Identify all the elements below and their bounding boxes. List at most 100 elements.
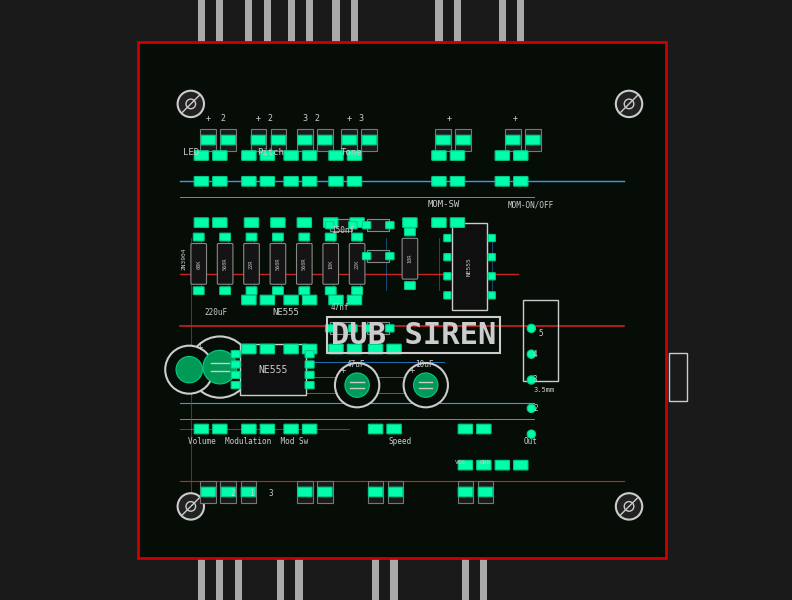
Bar <box>330 219 352 231</box>
FancyBboxPatch shape <box>221 487 235 497</box>
FancyBboxPatch shape <box>477 424 491 434</box>
FancyBboxPatch shape <box>513 176 528 186</box>
Circle shape <box>404 363 448 407</box>
FancyBboxPatch shape <box>329 151 343 160</box>
FancyBboxPatch shape <box>432 218 446 227</box>
Text: +: + <box>339 366 346 375</box>
Text: +: + <box>513 114 518 123</box>
FancyBboxPatch shape <box>386 221 394 229</box>
FancyBboxPatch shape <box>495 151 509 160</box>
Bar <box>454 0 461 42</box>
FancyBboxPatch shape <box>231 371 240 379</box>
FancyBboxPatch shape <box>270 244 286 284</box>
FancyBboxPatch shape <box>246 233 257 241</box>
FancyBboxPatch shape <box>242 176 256 186</box>
Text: 47nf: 47nf <box>331 303 349 312</box>
FancyBboxPatch shape <box>284 176 299 186</box>
FancyBboxPatch shape <box>318 487 332 497</box>
Text: 10K: 10K <box>328 259 333 269</box>
FancyBboxPatch shape <box>194 218 208 227</box>
FancyBboxPatch shape <box>432 151 446 160</box>
FancyBboxPatch shape <box>191 244 207 284</box>
Text: 10uF: 10uF <box>415 360 434 369</box>
FancyBboxPatch shape <box>405 228 415 236</box>
Bar <box>669 353 687 401</box>
FancyBboxPatch shape <box>303 344 317 354</box>
Bar <box>295 558 303 600</box>
Circle shape <box>176 356 203 383</box>
FancyBboxPatch shape <box>368 344 383 354</box>
Bar <box>367 481 383 503</box>
Bar <box>333 0 340 42</box>
FancyBboxPatch shape <box>305 350 314 358</box>
FancyBboxPatch shape <box>349 244 365 284</box>
Circle shape <box>616 493 642 520</box>
Text: 1: 1 <box>249 489 253 498</box>
FancyBboxPatch shape <box>450 151 465 160</box>
FancyBboxPatch shape <box>368 424 383 434</box>
FancyBboxPatch shape <box>194 151 208 160</box>
Bar <box>525 129 541 151</box>
FancyBboxPatch shape <box>212 151 227 160</box>
Bar <box>458 481 473 503</box>
Bar <box>287 0 295 42</box>
FancyBboxPatch shape <box>299 233 310 241</box>
Bar <box>200 481 216 503</box>
Bar <box>271 129 286 151</box>
FancyBboxPatch shape <box>368 487 383 497</box>
Bar <box>388 481 403 503</box>
Bar <box>436 129 451 151</box>
FancyBboxPatch shape <box>305 371 314 379</box>
Text: 22R: 22R <box>249 259 254 269</box>
Bar <box>306 0 313 42</box>
Bar <box>455 129 471 151</box>
FancyBboxPatch shape <box>193 233 204 241</box>
Text: 2N3904: 2N3904 <box>182 247 187 270</box>
FancyBboxPatch shape <box>219 233 230 241</box>
FancyBboxPatch shape <box>488 254 495 261</box>
Circle shape <box>203 350 237 384</box>
FancyBboxPatch shape <box>347 176 362 186</box>
Text: NE555: NE555 <box>272 308 299 317</box>
FancyBboxPatch shape <box>444 292 451 299</box>
Bar <box>517 0 524 42</box>
FancyBboxPatch shape <box>495 460 509 470</box>
Bar <box>250 129 266 151</box>
FancyBboxPatch shape <box>323 218 338 227</box>
Bar <box>462 558 469 600</box>
Bar <box>216 558 223 600</box>
FancyBboxPatch shape <box>402 218 417 227</box>
FancyBboxPatch shape <box>347 151 362 160</box>
FancyBboxPatch shape <box>362 135 376 145</box>
FancyBboxPatch shape <box>444 272 451 280</box>
Text: MOM-ON/OFF: MOM-ON/OFF <box>508 200 554 209</box>
FancyBboxPatch shape <box>212 176 227 186</box>
Text: NE555: NE555 <box>467 257 472 276</box>
Bar <box>220 129 236 151</box>
FancyBboxPatch shape <box>386 424 402 434</box>
FancyBboxPatch shape <box>456 135 470 145</box>
Circle shape <box>189 337 250 398</box>
Bar <box>330 322 352 334</box>
Text: DUB SIREN: DUB SIREN <box>331 320 497 350</box>
Circle shape <box>177 493 204 520</box>
FancyBboxPatch shape <box>217 244 233 284</box>
Bar <box>478 481 493 503</box>
Text: Tone: Tone <box>341 148 363 157</box>
FancyBboxPatch shape <box>246 287 257 295</box>
Bar <box>505 129 520 151</box>
FancyBboxPatch shape <box>260 176 275 186</box>
FancyBboxPatch shape <box>350 218 364 227</box>
FancyBboxPatch shape <box>303 151 317 160</box>
FancyBboxPatch shape <box>450 176 465 186</box>
FancyBboxPatch shape <box>526 135 540 145</box>
Bar <box>361 129 377 151</box>
Bar <box>198 0 205 42</box>
FancyBboxPatch shape <box>284 424 299 434</box>
FancyBboxPatch shape <box>299 287 310 295</box>
FancyBboxPatch shape <box>347 295 362 305</box>
FancyBboxPatch shape <box>505 135 520 145</box>
Bar <box>367 250 389 262</box>
FancyBboxPatch shape <box>478 487 493 497</box>
FancyBboxPatch shape <box>284 295 299 305</box>
